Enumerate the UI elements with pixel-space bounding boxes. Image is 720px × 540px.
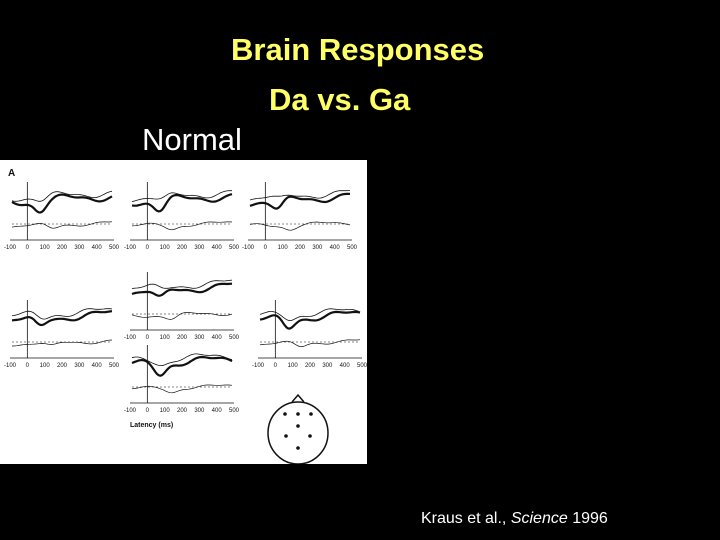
x-tick-label: -100 — [124, 408, 137, 414]
x-tick-label: 300 — [194, 408, 205, 414]
x-tick-label: 100 — [278, 245, 289, 251]
erp-panel: -100 0 100 200 300 400 500 — [124, 272, 240, 341]
erp-panel: -100 0 100 200 300 400 500 — [242, 182, 358, 251]
erp-panel: -100 0 100 200 300 400 500 — [4, 182, 120, 251]
x-tick-label: 500 — [229, 408, 240, 414]
x-tick-label: 0 — [264, 245, 268, 251]
x-tick-label: 300 — [74, 363, 85, 369]
x-tick-label: -100 — [242, 245, 255, 251]
erp-panel: -100 0 100 200 300 400 500 — [4, 300, 120, 369]
x-tick-label: 0 — [146, 335, 150, 341]
x-tick-label: 400 — [212, 335, 223, 341]
x-tick-label: 400 — [212, 408, 223, 414]
x-tick-label: 400 — [92, 245, 103, 251]
slide-title-line-1: Brain Responses — [231, 32, 485, 67]
erp-figure-image: A -100 0 100 200 300 400 500 -100 0 100 200 300 400 5… — [4, 168, 367, 464]
x-tick-label: 500 — [109, 245, 120, 251]
group-label: Normal — [142, 122, 242, 157]
x-tick-label: 0 — [26, 245, 30, 251]
x-tick-label: -100 — [124, 335, 137, 341]
x-tick-label: 300 — [194, 245, 205, 251]
x-tick-label: 300 — [312, 245, 323, 251]
citation-year: 1996 — [567, 510, 608, 527]
x-tick-label: 0 — [146, 408, 150, 414]
x-tick-label: 200 — [177, 245, 188, 251]
x-tick-label: 500 — [347, 245, 358, 251]
x-tick-label: 500 — [357, 363, 367, 369]
x-tick-label: 100 — [40, 363, 51, 369]
x-tick-label: 400 — [330, 245, 341, 251]
panel-letter: A — [8, 168, 15, 179]
x-tick-label: 500 — [229, 245, 240, 251]
x-tick-label: 400 — [340, 363, 351, 369]
x-tick-label: -100 — [4, 363, 17, 369]
citation-journal: Science — [510, 510, 568, 527]
x-tick-label: -100 — [252, 363, 265, 369]
slide-title-line-2: Da vs. Ga — [269, 82, 411, 117]
x-tick-label: 100 — [160, 335, 171, 341]
x-tick-label: -100 — [4, 245, 17, 251]
x-tick-label: 0 — [26, 363, 30, 369]
scalp-electrode-map-icon — [267, 393, 329, 464]
x-tick-label: 400 — [92, 363, 103, 369]
citation-authors: Kraus et al., — [421, 510, 511, 527]
x-tick-label: 500 — [229, 335, 240, 341]
x-tick-label: 500 — [109, 363, 120, 369]
x-tick-label: 100 — [160, 408, 171, 414]
erp-panel: -100 0 100 200 300 400 500 — [252, 300, 367, 369]
x-tick-label: 200 — [177, 408, 188, 414]
x-tick-label: 200 — [57, 245, 68, 251]
x-tick-label: 300 — [194, 335, 205, 341]
x-tick-label: 300 — [322, 363, 333, 369]
erp-panel: -100 0 100 200 300 400 500 — [124, 182, 240, 251]
x-tick-label: 400 — [212, 245, 223, 251]
x-tick-label: 300 — [74, 245, 85, 251]
x-tick-label: 0 — [274, 363, 278, 369]
x-tick-label: 200 — [305, 363, 316, 369]
x-tick-label: 200 — [295, 245, 306, 251]
erp-panel: -100 0 100 200 300 400 500 — [124, 345, 240, 414]
x-tick-label: -100 — [124, 245, 137, 251]
erp-figure: A -100 0 100 200 300 400 500 -100 0 100 200 300 400 5… — [0, 160, 367, 464]
x-axis-label: Latency (ms) — [130, 422, 173, 429]
x-tick-label: 0 — [146, 245, 150, 251]
x-tick-label: 100 — [40, 245, 51, 251]
x-tick-label: 200 — [57, 363, 68, 369]
x-tick-label: 100 — [288, 363, 299, 369]
x-tick-label: 100 — [160, 245, 171, 251]
x-tick-label: 200 — [177, 335, 188, 341]
citation: Kraus et al., Science 1996 — [421, 511, 608, 527]
